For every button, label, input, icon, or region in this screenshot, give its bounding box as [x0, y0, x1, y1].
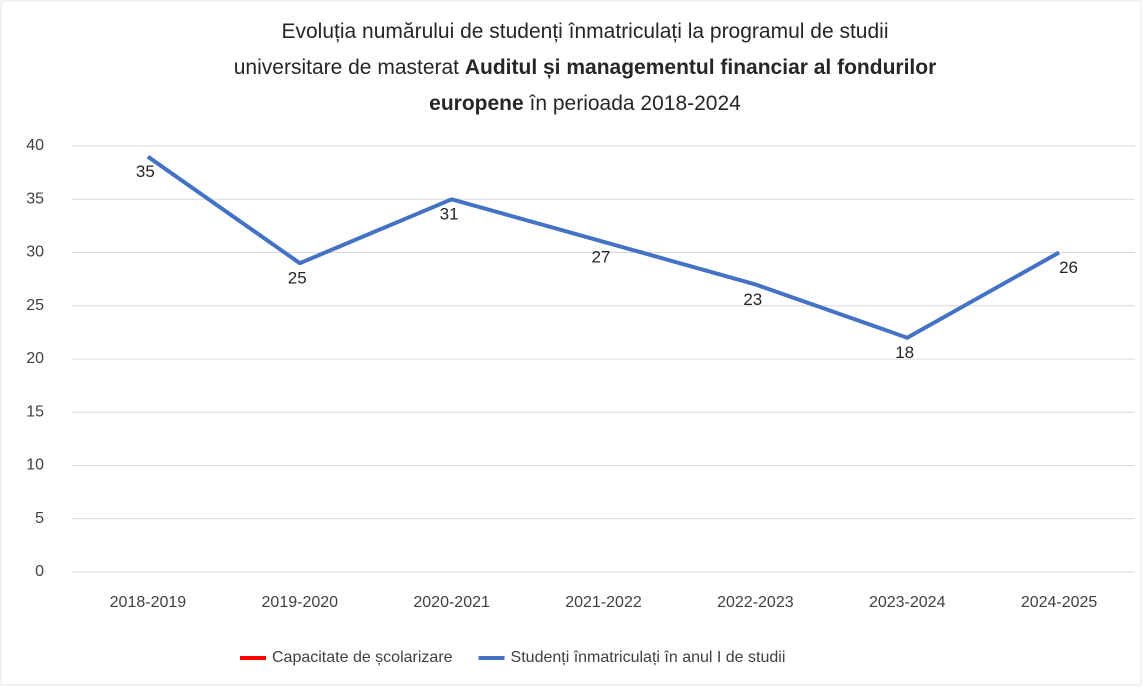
x-tick-label: 2018-2019	[110, 594, 187, 611]
data-label: 31	[440, 205, 459, 224]
data-label: 35	[136, 162, 155, 181]
chart-title: Evoluția numărului de studenți înmatricu…	[282, 20, 889, 43]
data-label: 23	[743, 290, 762, 309]
y-tick-label: 25	[26, 297, 44, 314]
title-run: universitare de masterat	[234, 56, 465, 79]
title-run: Auditul și managementul financiar al fon…	[465, 56, 936, 79]
x-tick-label: 2022-2023	[717, 594, 794, 611]
y-tick-label: 30	[26, 244, 44, 261]
y-tick-label: 5	[35, 510, 44, 527]
y-tick-label: 10	[26, 457, 44, 474]
x-tick-label: 2024-2025	[1021, 594, 1098, 611]
y-tick-label: 40	[26, 137, 44, 154]
x-tick-label: 2020-2021	[413, 594, 490, 611]
data-label: 27	[592, 247, 611, 266]
y-tick-label: 0	[35, 563, 44, 580]
y-tick-label: 35	[26, 190, 44, 207]
title-run: Evoluția numărului de studenți înmatricu…	[282, 20, 889, 43]
y-tick-label: 15	[26, 403, 44, 420]
title-run: în perioada 2018-2024	[524, 92, 741, 115]
legend-label: Capacitate de școlarizare	[272, 649, 453, 666]
y-tick-label: 20	[26, 350, 44, 367]
chart-title: universitare de masterat Auditul și mana…	[234, 56, 937, 79]
chart-title: europene în perioada 2018-2024	[429, 92, 741, 115]
title-run: europene	[429, 92, 524, 115]
data-label: 25	[288, 269, 307, 288]
legend-label: Studenți înmatriculați în anul I de stud…	[511, 649, 786, 666]
data-label: 26	[1059, 258, 1078, 277]
x-tick-label: 2021-2022	[565, 594, 642, 611]
data-label: 18	[895, 343, 914, 362]
x-tick-label: 2023-2024	[869, 594, 946, 611]
x-tick-label: 2019-2020	[262, 594, 339, 611]
series-line	[146, 155, 1061, 340]
